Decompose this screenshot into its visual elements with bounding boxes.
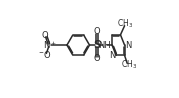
- Text: O: O: [94, 54, 100, 63]
- Text: N$^+$: N$^+$: [43, 39, 57, 51]
- Text: CH$_3$: CH$_3$: [117, 18, 133, 30]
- Text: NH: NH: [98, 41, 111, 50]
- Text: N: N: [125, 41, 131, 50]
- Text: N: N: [109, 51, 116, 60]
- Text: CH$_3$: CH$_3$: [121, 59, 137, 71]
- Text: O: O: [41, 31, 48, 40]
- Text: O: O: [94, 27, 100, 36]
- Text: S: S: [93, 40, 101, 50]
- Text: $^{-}$O: $^{-}$O: [38, 49, 51, 60]
